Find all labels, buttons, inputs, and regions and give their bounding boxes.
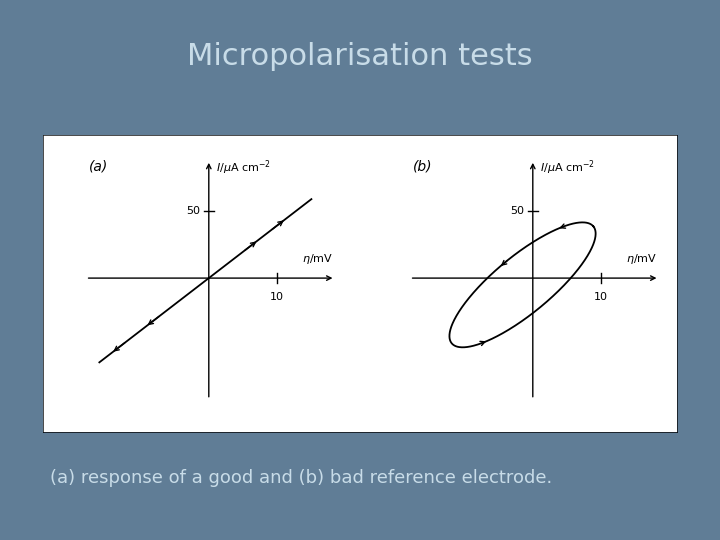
Text: 50: 50 — [186, 206, 200, 215]
Text: 50: 50 — [510, 206, 524, 215]
Text: $\eta$/mV: $\eta$/mV — [302, 252, 333, 266]
Text: 10: 10 — [594, 292, 608, 302]
Text: (b): (b) — [413, 160, 433, 174]
Text: 10: 10 — [270, 292, 284, 302]
Text: $I/\mu$A cm$^{-2}$: $I/\mu$A cm$^{-2}$ — [216, 158, 271, 177]
Text: (a): (a) — [89, 160, 108, 174]
Text: (a) response of a good and (b) bad reference electrode.: (a) response of a good and (b) bad refer… — [50, 469, 553, 487]
Text: $\eta$/mV: $\eta$/mV — [626, 252, 657, 266]
Text: Micropolarisation tests: Micropolarisation tests — [187, 42, 533, 71]
Text: $I/\mu$A cm$^{-2}$: $I/\mu$A cm$^{-2}$ — [540, 158, 595, 177]
